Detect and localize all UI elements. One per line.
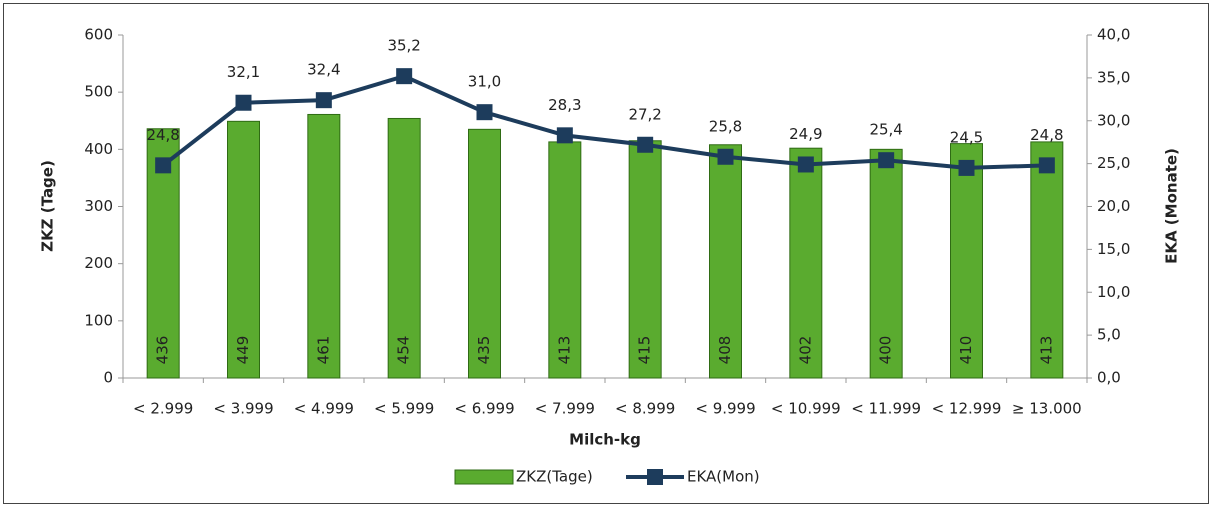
y-tick-label: 100 (84, 311, 113, 329)
x-tick-label: < 9.999 (695, 400, 755, 418)
bar (950, 143, 983, 379)
x-tick-label: < 2.999 (133, 400, 193, 418)
line-marker (878, 152, 895, 169)
line-marker (315, 92, 332, 109)
line-value-label: 27,2 (628, 105, 661, 123)
x-tick-label: < 11.999 (851, 400, 921, 418)
line-value-label: 32,4 (307, 61, 340, 79)
bar (1030, 141, 1064, 379)
y2-tick-label: 30,0 (1097, 111, 1130, 129)
line-marker (235, 94, 252, 111)
line-marker (396, 68, 413, 85)
bar-value-label: 408 (716, 336, 734, 365)
legend-label: ZKZ(Tage) (516, 468, 593, 486)
legend-swatch (454, 469, 514, 485)
line-marker (155, 157, 172, 174)
line-value-label: 32,1 (227, 63, 260, 81)
line-value-label: 28,3 (548, 96, 581, 114)
bar (709, 144, 742, 379)
bar (789, 147, 823, 379)
x-tick-label: < 5.999 (374, 400, 434, 418)
bar (548, 141, 582, 379)
bar-value-label: 454 (395, 336, 413, 365)
x-axis-title: Milch-kg (569, 431, 641, 449)
bar-value-label: 402 (796, 336, 814, 365)
bar (307, 113, 341, 379)
y2-tick-label: 5,0 (1097, 326, 1121, 344)
y2-tick-label: 10,0 (1097, 283, 1130, 301)
line-value-label: 24,8 (146, 126, 179, 144)
x-tick-label: < 3.999 (213, 400, 273, 418)
y2-tick-label: 20,0 (1097, 197, 1130, 215)
y-tick-label: 500 (84, 83, 113, 101)
y2-axis-title: EKA (Monate) (1163, 148, 1181, 264)
y-axis-title: ZKZ (Tage) (39, 160, 57, 252)
line-value-label: 24,8 (1030, 126, 1063, 144)
bar-value-label: 413 (1037, 336, 1055, 365)
bar-value-label: 435 (475, 336, 493, 365)
line-marker (637, 136, 654, 153)
y2-tick-label: 40,0 (1097, 26, 1130, 44)
bar (227, 120, 260, 379)
bar-value-label: 436 (154, 336, 172, 365)
bar-value-label: 400 (877, 336, 895, 365)
line-value-label: 35,2 (387, 37, 420, 55)
y2-tick-label: 0,0 (1097, 369, 1121, 387)
line-marker (958, 159, 975, 176)
bar-value-label: 449 (234, 336, 252, 365)
bar-value-label: 461 (314, 336, 332, 365)
x-tick-label: ≥ 13.000 (1012, 400, 1082, 418)
line (161, 74, 1047, 170)
bar-value-label: 415 (636, 336, 654, 365)
line-marker (1038, 157, 1055, 174)
line-marker (717, 148, 734, 165)
line-marker (797, 156, 814, 173)
bar (869, 148, 903, 379)
line-marker (476, 104, 493, 121)
line-value-label: 24,5 (950, 128, 983, 146)
y-tick-label: 600 (84, 26, 113, 44)
y2-tick-label: 35,0 (1097, 68, 1130, 86)
x-tick-label: < 12.999 (932, 400, 1002, 418)
y2-tick-label: 15,0 (1097, 240, 1130, 258)
legend-swatch (647, 469, 663, 485)
bar (387, 117, 421, 379)
bar-value-label: 410 (957, 336, 975, 365)
y2-tick-label: 25,0 (1097, 154, 1130, 172)
chart-border (3, 3, 1209, 504)
bar (628, 140, 662, 379)
line-value-label: 31,0 (468, 73, 501, 91)
y-tick-label: 300 (84, 197, 113, 215)
x-tick-label: < 8.999 (615, 400, 675, 418)
bar (468, 128, 501, 379)
bar-value-label: 413 (555, 336, 573, 365)
legend-label: EKA(Mon) (687, 468, 760, 486)
line-marker (556, 127, 573, 144)
y-tick-label: 0 (103, 369, 113, 387)
y-tick-label: 200 (84, 254, 113, 272)
y-tick-label: 400 (84, 140, 113, 158)
x-tick-label: < 10.999 (771, 400, 841, 418)
x-tick-label: < 7.999 (535, 400, 595, 418)
line-value-label: 25,8 (709, 117, 742, 135)
x-tick-label: < 4.999 (294, 400, 354, 418)
line-value-label: 24,9 (789, 125, 822, 143)
x-tick-label: < 6.999 (454, 400, 514, 418)
line-value-label: 25,4 (869, 121, 902, 139)
